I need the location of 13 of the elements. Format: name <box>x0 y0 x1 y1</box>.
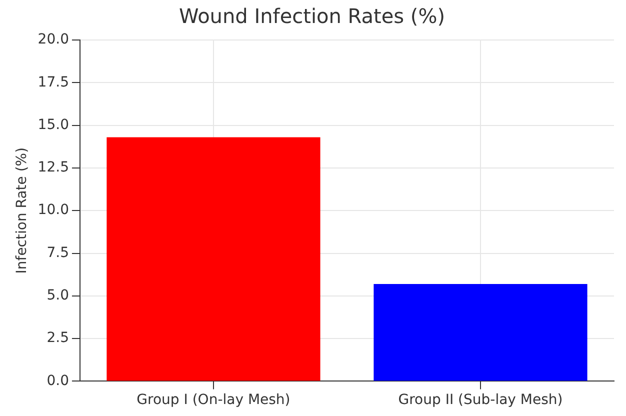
y-tick-label: 2.5 <box>46 330 69 346</box>
y-axis-title: Infection Rate (%) <box>14 147 30 274</box>
y-tick-label: 20.0 <box>38 32 69 48</box>
y-tick-label: 7.5 <box>46 244 69 261</box>
y-tick-label: 12.5 <box>38 160 69 176</box>
y-tick-label: 17.5 <box>38 74 69 90</box>
x-tick-label: Group II (Sub-lay Mesh) <box>398 392 563 408</box>
y-tick-label: 5.0 <box>46 288 69 304</box>
x-tick-label: Group I (On-lay Mesh) <box>136 392 290 408</box>
y-tick-label: 10.0 <box>38 202 69 218</box>
y-tick-label: 0.0 <box>46 372 69 389</box>
y-tick-label: 15.0 <box>38 116 69 133</box>
chart-title: Wound Infection Rates (%) <box>178 4 446 28</box>
